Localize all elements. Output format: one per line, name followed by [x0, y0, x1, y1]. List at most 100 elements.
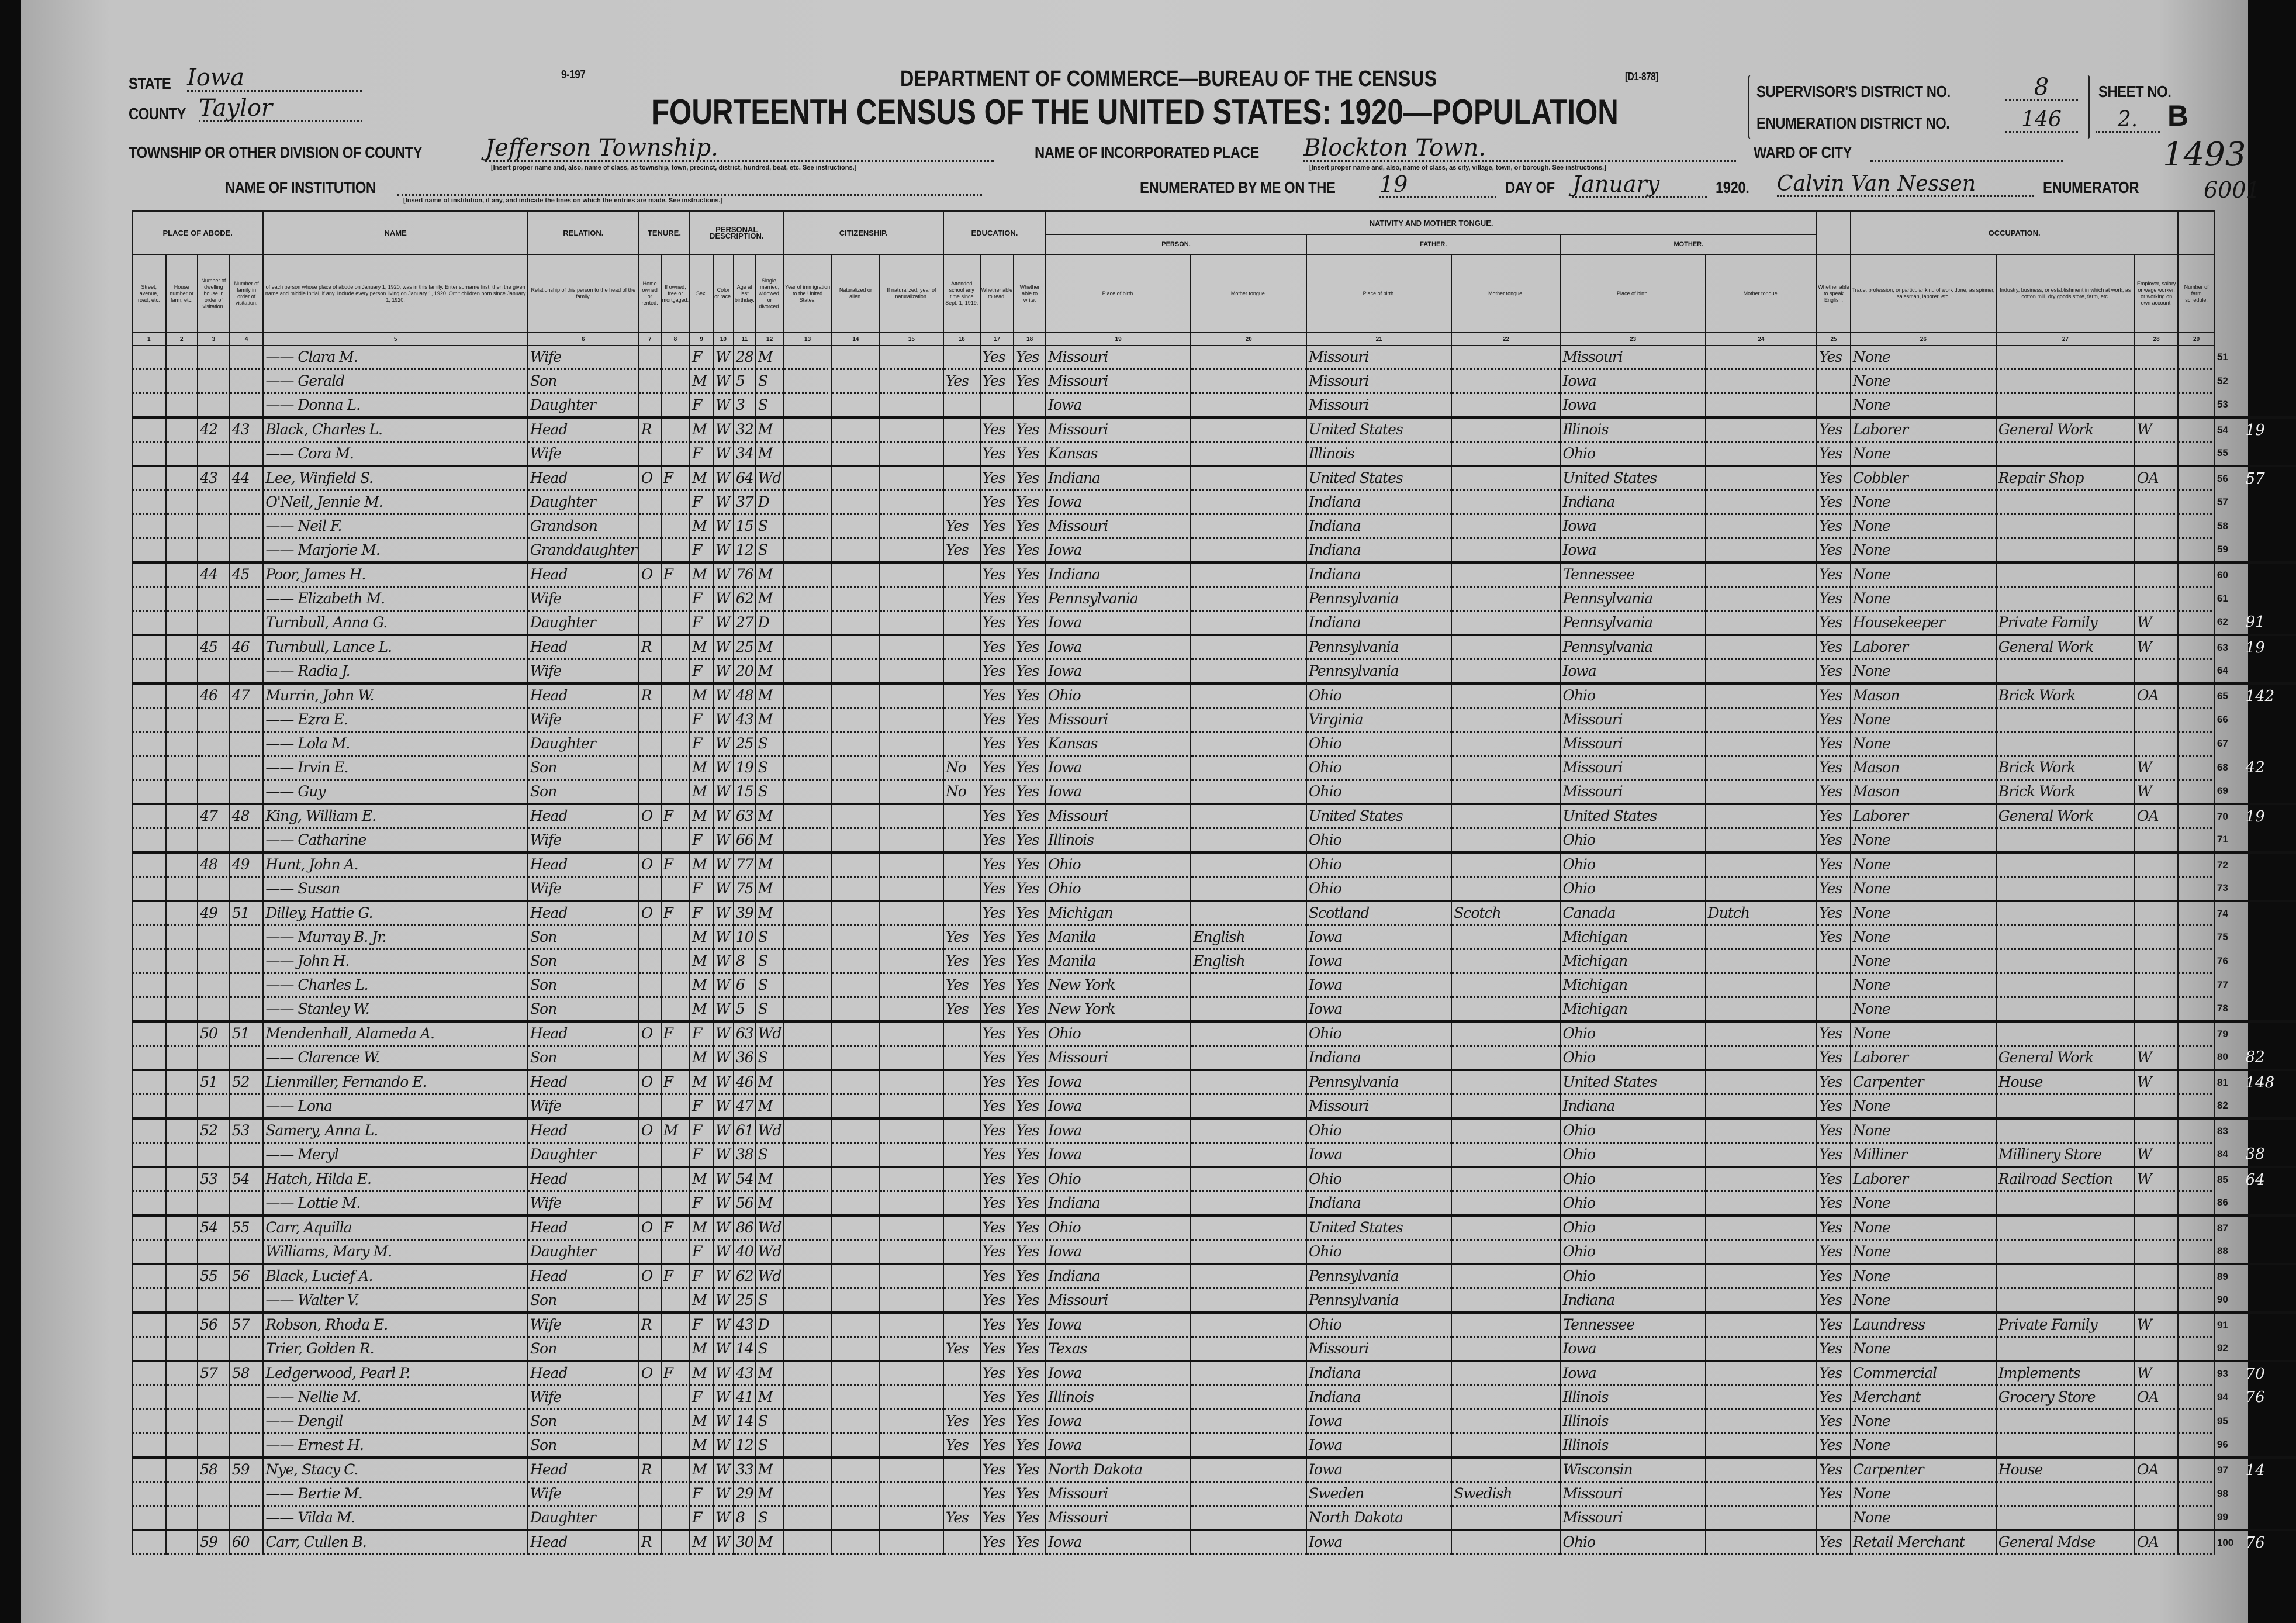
cell-father-birthplace: Iowa — [1306, 925, 1453, 950]
cell-dwelling — [197, 949, 230, 974]
cell-street — [132, 731, 167, 757]
cell-class: OA — [2134, 1456, 2179, 1483]
cell-birthplace: Ohio — [1045, 1166, 1192, 1192]
cell-industry — [1995, 659, 2136, 685]
margin-note — [2244, 514, 2296, 538]
cell-father-birthplace: Iowa — [1306, 1456, 1453, 1483]
margin-note — [2244, 926, 2296, 949]
cell-class — [2134, 1191, 2179, 1217]
cell-father-birthplace: United States — [1306, 416, 1453, 443]
cell-house — [165, 1045, 199, 1071]
cell-owned — [638, 1191, 662, 1217]
census-row: —— Irvin E. Son M W 19 S No Yes Yes Iowa Ohio Misso… — [132, 755, 2296, 781]
column-group-header: PERSONAL DESCRIPTION. — [689, 210, 784, 255]
cell-age: 8 — [732, 1505, 756, 1531]
cell-mother-birthplace: Iowa — [1560, 514, 1706, 539]
cell-name: —— Vilda M. — [262, 1505, 528, 1531]
cell-trade: None — [1849, 490, 1997, 515]
cell-color: W — [712, 465, 734, 491]
cell-english: Yes — [1816, 1142, 1851, 1168]
cell-father-tongue — [1451, 682, 1561, 709]
cell-father-tongue — [1451, 755, 1561, 781]
census-row: —— Vilda M. Daughter F W 8 S Yes Yes Yes Missouri… — [132, 1505, 2296, 1531]
stamped-number-secondary: 6001 — [2204, 177, 2260, 203]
cell-tongue — [1190, 1311, 1308, 1338]
cell-naturalization-year — [879, 1142, 944, 1168]
cell-farm-schedule — [2177, 925, 2215, 950]
cell-family — [229, 346, 264, 370]
line-number: 56 — [2214, 465, 2244, 491]
cell-color: W — [712, 1094, 734, 1120]
cell-relation: Wife — [527, 1482, 639, 1507]
cell-naturalized — [831, 1117, 880, 1144]
cell-color: W — [712, 610, 734, 636]
cell-name: Turnbull, Lance L. — [262, 634, 528, 660]
cell-read: Yes — [979, 610, 1015, 636]
cell-father-birthplace: Missouri — [1306, 369, 1453, 394]
margin-note — [2244, 877, 2296, 902]
cell-naturalization-year — [879, 514, 944, 539]
cell-mother-birthplace: Ohio — [1560, 1529, 1706, 1555]
cell-house — [165, 973, 199, 998]
line-number: 85 — [2214, 1166, 2244, 1192]
cell-marital: Wd — [755, 465, 784, 491]
cell-birthplace: Iowa — [1045, 1239, 1192, 1265]
cell-tongue — [1190, 1385, 1308, 1410]
census-row: —— Elizabeth M. Wife F W 62 M Yes Yes Pennsylvan… — [132, 586, 2296, 612]
margin-note — [2243, 900, 2296, 926]
margin-note — [2244, 659, 2296, 684]
margin-note: 148 — [2243, 1069, 2296, 1094]
line-number: 97 — [2214, 1456, 2244, 1482]
cell-dwelling — [197, 393, 230, 419]
cell-read: Yes — [979, 1094, 1015, 1120]
cell-father-birthplace: Ohio — [1306, 828, 1453, 854]
cell-marital: M — [755, 1482, 784, 1507]
cell-naturalization-year — [879, 1020, 944, 1047]
cell-dwelling: 51 — [197, 1069, 230, 1095]
cell-owned: R — [638, 416, 662, 443]
cell-mortgage — [660, 1482, 691, 1507]
cell-tongue — [1190, 1505, 1308, 1531]
cell-street — [132, 1360, 167, 1386]
cell-class — [2134, 1337, 2179, 1362]
cell-marital: M — [755, 1191, 784, 1217]
cell-family — [229, 1482, 264, 1507]
cell-birthplace: Manila — [1045, 925, 1192, 950]
cell-house — [165, 1409, 199, 1434]
cell-marital: D — [755, 1311, 784, 1338]
cell-immigration-year — [783, 1191, 832, 1217]
column-number: 20 — [1190, 332, 1308, 346]
cell-name: —— Neil F. — [262, 514, 528, 539]
cell-birthplace: Ohio — [1045, 1214, 1192, 1241]
cell-school — [942, 586, 981, 612]
census-row: 54 55 Carr, Aquilla Head O F M W 86 Wd Yes Yes Ohio U… — [132, 1214, 2296, 1241]
cell-immigration-year — [783, 465, 832, 491]
cell-relation: Wife — [527, 707, 639, 733]
cell-mother-tongue — [1704, 1385, 1818, 1410]
cell-mortgage — [660, 731, 691, 757]
cell-dwelling — [197, 1433, 230, 1459]
cell-marital: M — [755, 1385, 784, 1410]
cell-mother-tongue — [1704, 1433, 1818, 1459]
cell-naturalized — [831, 803, 880, 829]
cell-mortgage — [660, 1142, 691, 1168]
cell-relation: Wife — [527, 1191, 639, 1217]
cell-birthplace: Missouri — [1045, 707, 1192, 733]
cell-industry — [1995, 1239, 2136, 1265]
cell-birthplace: Iowa — [1045, 1433, 1192, 1459]
cell-mother-birthplace: Ohio — [1560, 1191, 1706, 1217]
cell-read: Yes — [979, 1360, 1015, 1386]
cell-school — [942, 731, 981, 757]
cell-school — [942, 1094, 981, 1120]
cell-sex: M — [689, 803, 714, 829]
cell-street — [132, 1433, 167, 1459]
cell-father-tongue — [1451, 803, 1561, 829]
cell-house — [165, 514, 199, 539]
cell-industry — [1995, 707, 2136, 733]
cell-owned — [638, 1337, 662, 1362]
cell-naturalization-year — [879, 1529, 944, 1555]
enumeration-day: 19 — [1379, 172, 1496, 198]
cell-mother-tongue — [1704, 659, 1818, 685]
cell-father-birthplace: Ohio — [1306, 1020, 1453, 1047]
cell-read: Yes — [979, 1191, 1015, 1217]
